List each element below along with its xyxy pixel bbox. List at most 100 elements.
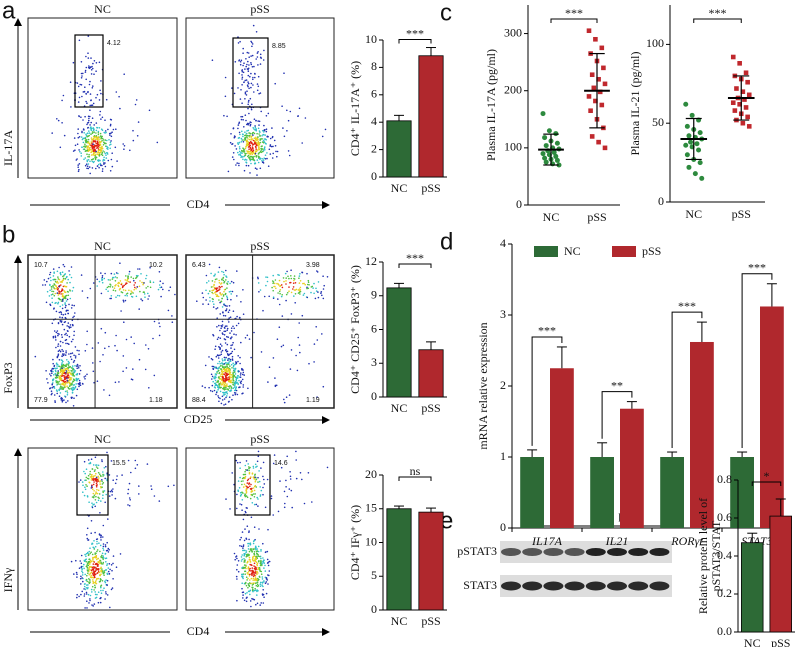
quadrant-percent: 88.4	[192, 397, 206, 404]
event-dot	[95, 486, 98, 488]
y-tick-label: 3	[500, 307, 506, 321]
event-dot	[81, 146, 83, 148]
event-dot	[100, 80, 102, 82]
event-dot	[245, 94, 248, 96]
event-dot	[132, 129, 134, 132]
event-dot	[218, 360, 221, 363]
event-dot	[293, 289, 296, 291]
event-dot	[221, 297, 223, 300]
event-dot	[247, 590, 250, 593]
event-dot	[79, 369, 82, 372]
event-dot	[259, 63, 262, 65]
event-dot	[94, 493, 97, 495]
event-dot	[117, 285, 120, 288]
event-dot	[97, 471, 100, 474]
event-dot	[122, 143, 124, 145]
event-dot	[221, 325, 223, 328]
event-dot	[89, 104, 91, 107]
event-dot	[53, 387, 56, 389]
event-dot	[64, 354, 67, 356]
event-dot	[217, 379, 219, 382]
event-dot	[282, 127, 284, 129]
event-dot	[227, 389, 230, 391]
event-dot	[89, 172, 91, 175]
event-dot	[58, 359, 61, 361]
event-dot	[219, 313, 221, 315]
event-dot	[234, 381, 237, 383]
event-dot	[80, 575, 82, 578]
event-dot	[101, 275, 104, 277]
event-dot	[253, 128, 255, 130]
event-dot	[221, 370, 223, 373]
event-dot	[225, 356, 227, 359]
event-dot	[219, 375, 222, 378]
event-dot	[93, 124, 95, 126]
event-dot	[215, 293, 217, 296]
event-dot	[62, 369, 65, 371]
event-dot	[271, 157, 274, 159]
event-dot	[265, 143, 267, 145]
event-dot	[96, 543, 98, 545]
event-dot	[245, 597, 248, 599]
data-point	[730, 54, 736, 60]
event-dot	[259, 581, 262, 584]
event-dot	[243, 599, 246, 602]
event-dot	[242, 135, 244, 138]
event-dot	[106, 451, 108, 454]
event-dot	[251, 586, 253, 589]
event-dot	[220, 327, 222, 330]
event-dot	[261, 563, 263, 565]
event-dot	[265, 128, 268, 130]
event-dot	[108, 139, 110, 141]
event-dot	[96, 464, 98, 466]
event-dot	[259, 135, 261, 137]
event-dot	[242, 289, 244, 291]
event-dot	[93, 60, 96, 62]
event-dot	[71, 304, 73, 307]
event-dot	[65, 368, 67, 370]
y-axis-label: Relative protein level of	[696, 498, 710, 614]
y-tick-label: 100	[504, 140, 522, 154]
sig-label: ***	[565, 6, 583, 20]
event-dot	[253, 155, 255, 158]
event-dot	[86, 330, 88, 333]
event-dot	[105, 591, 107, 593]
event-dot	[267, 165, 270, 167]
blot-band	[522, 581, 543, 591]
y-tick-label: 0	[658, 194, 664, 208]
event-dot	[240, 503, 243, 506]
event-dot	[234, 136, 236, 138]
event-dot	[250, 82, 253, 85]
event-dot	[99, 544, 102, 547]
event-dot	[226, 325, 228, 327]
event-dot	[86, 102, 88, 104]
event-dot	[93, 566, 95, 568]
event-dot	[45, 370, 47, 372]
event-dot	[224, 349, 227, 352]
event-dot	[240, 536, 242, 539]
event-dot	[94, 505, 96, 508]
event-dot	[85, 578, 88, 581]
event-dot	[94, 584, 96, 587]
event-dot	[132, 277, 135, 280]
event-dot	[74, 365, 76, 367]
event-dot	[92, 563, 95, 565]
plot-title: NC	[94, 239, 111, 253]
event-dot	[247, 74, 250, 77]
event-dot	[73, 397, 75, 400]
event-dot	[233, 327, 235, 330]
event-dot	[114, 280, 117, 282]
event-dot	[87, 569, 89, 571]
event-dot	[242, 47, 244, 50]
event-dot	[245, 159, 248, 161]
event-dot	[123, 148, 125, 150]
event-dot	[114, 482, 117, 485]
event-dot	[66, 382, 68, 384]
event-dot	[83, 158, 85, 161]
event-dot	[77, 170, 80, 173]
event-dot	[218, 289, 220, 292]
event-dot	[100, 272, 102, 274]
event-dot	[69, 81, 72, 83]
bar	[620, 408, 644, 528]
event-dot	[245, 146, 247, 148]
